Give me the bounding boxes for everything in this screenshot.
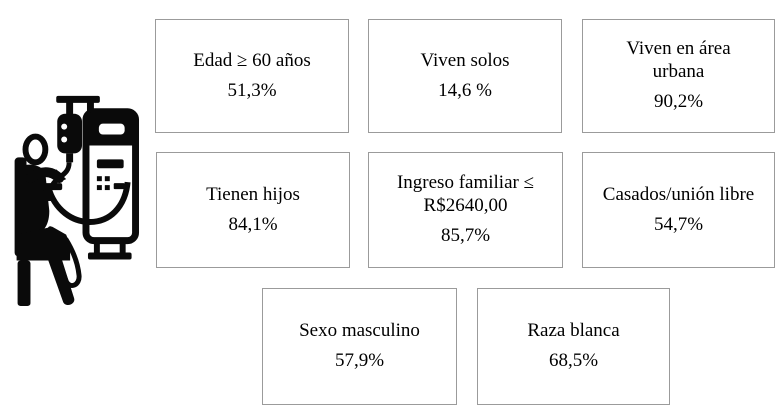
stat-value: 54,7% <box>653 213 704 235</box>
stat-value: 51,3% <box>227 79 277 101</box>
stat-box-raza-blanca: Raza blanca 68,5% <box>477 288 670 405</box>
dialysis-machine-icon <box>82 108 140 260</box>
stat-value: 68,5% <box>548 350 599 371</box>
stat-value: 90,2% <box>653 90 704 112</box>
icon-container <box>14 84 154 312</box>
stat-label: Raza blanca <box>527 320 620 342</box>
stat-box-edad: Edad ≥ 60 años 51,3% <box>155 19 349 133</box>
stat-label: Casados/unión libre <box>602 183 755 205</box>
dialysis-tube-icon <box>45 181 131 225</box>
stat-box-sexo-masculino: Sexo masculino 57,9% <box>262 288 457 405</box>
stat-label: Viven en área urbana <box>626 38 731 83</box>
stat-label: Edad ≥ 60 años <box>193 49 311 71</box>
stat-box-ingreso-familiar: Ingreso familiar ≤ R$2640,00 85,7% <box>368 152 563 268</box>
stat-value: 57,9% <box>334 350 385 371</box>
stat-box-casados: Casados/unión libre 54,7% <box>582 152 775 268</box>
stat-label: Ingreso familiar ≤ R$2640,00 <box>396 172 535 217</box>
stat-box-tienen-hijos: Tienen hijos 84,1% <box>156 152 350 268</box>
stat-label: Tienen hijos <box>206 183 300 205</box>
stat-value: 84,1% <box>228 213 278 235</box>
hemodialysis-patient-icon <box>14 95 140 307</box>
stat-box-area-urbana: Viven en área urbana 90,2% <box>582 19 775 133</box>
stat-box-viven-solos: Viven solos 14,6 % <box>368 19 562 133</box>
stat-label: Sexo masculino <box>299 320 420 342</box>
stat-value: 85,7% <box>440 224 491 246</box>
chair-icon <box>14 157 75 307</box>
stat-label: Viven solos <box>420 49 510 71</box>
stat-value: 14,6 % <box>438 79 492 101</box>
